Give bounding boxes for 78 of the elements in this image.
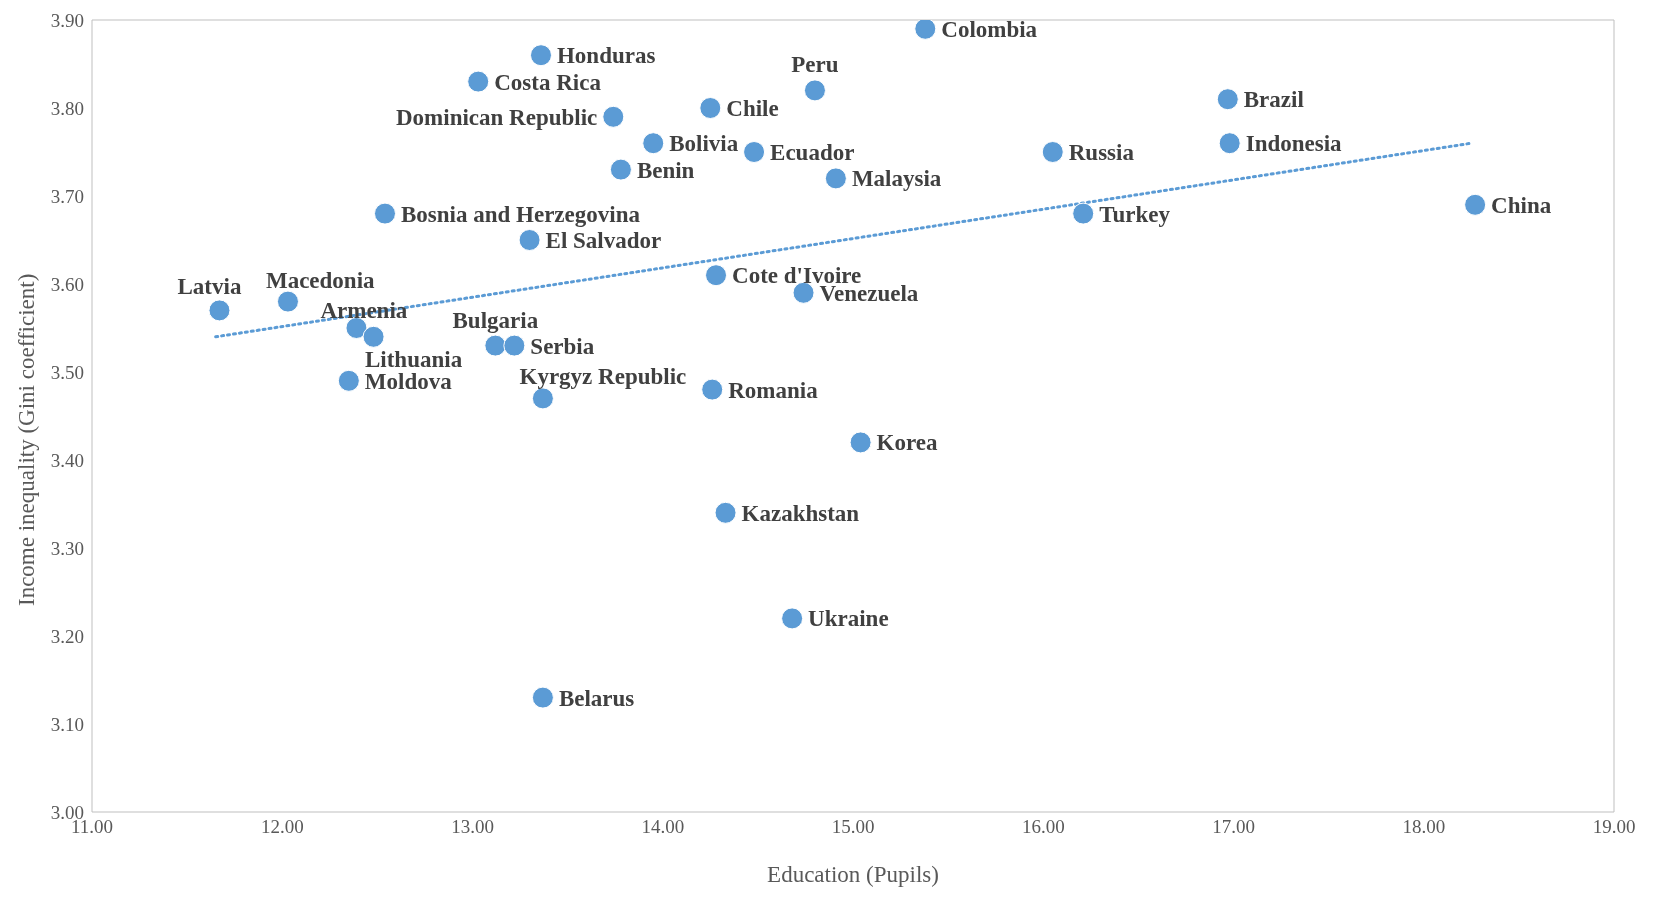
point xyxy=(531,686,554,709)
annotation: Serbia xyxy=(530,333,595,359)
x-tick-label: 13.00 xyxy=(451,816,494,838)
y-tick-label: 3.60 xyxy=(50,273,84,295)
annotation: Kyrgyz Republic xyxy=(519,364,687,390)
y-tick-label: 3.20 xyxy=(50,625,84,647)
annotation: Honduras xyxy=(556,43,656,69)
annotation: Benin xyxy=(636,157,695,183)
point xyxy=(208,299,231,322)
annotation: Bosnia and Herzegovina xyxy=(400,201,641,227)
point xyxy=(467,70,490,93)
point xyxy=(345,317,368,339)
annotation: Korea xyxy=(876,430,938,456)
point xyxy=(337,369,360,392)
x-tick-label: 16.00 xyxy=(1021,816,1065,838)
x-tick-label: 18.00 xyxy=(1402,816,1446,838)
annotation: Macedonia xyxy=(265,267,376,293)
point xyxy=(531,387,554,410)
x-tick-label: 17.00 xyxy=(1212,816,1255,838)
y-tick-label: 3.40 xyxy=(50,449,84,471)
point xyxy=(484,334,507,357)
point xyxy=(1041,141,1064,163)
y-tick-label: 3.90 xyxy=(50,9,84,31)
annotation: Chile xyxy=(726,96,779,121)
x-axis-title: Education (Pupils) xyxy=(767,862,939,887)
point xyxy=(518,229,541,251)
annotation: Malaysia xyxy=(851,166,942,192)
annotation: El Salvador xyxy=(545,228,662,253)
point xyxy=(503,334,526,357)
point xyxy=(362,325,385,348)
annotation: Bolivia xyxy=(669,131,739,157)
y-tick-label: 3.10 xyxy=(50,713,84,735)
point xyxy=(1072,202,1095,225)
annotation: Indonesia xyxy=(1245,131,1343,157)
annotation: China xyxy=(1491,192,1552,218)
point xyxy=(373,202,396,225)
annotation: Ecuador xyxy=(770,140,855,165)
point xyxy=(849,431,872,454)
y-tick-label: 3.50 xyxy=(50,361,84,383)
y-tick-label: 3.30 xyxy=(50,537,84,559)
point xyxy=(781,607,804,630)
y-tick-label: 3.80 xyxy=(50,97,84,119)
point xyxy=(824,167,847,190)
point xyxy=(803,79,826,102)
annotation: Russia xyxy=(1068,140,1135,165)
point xyxy=(701,378,724,401)
annotation: Dominican Republic xyxy=(396,104,598,130)
point xyxy=(602,105,625,128)
x-tick-label: 12.00 xyxy=(260,816,304,838)
x-tick-label: 14.00 xyxy=(641,816,685,838)
point xyxy=(743,141,766,163)
point xyxy=(699,97,722,119)
annotation: Costa Rica xyxy=(494,69,602,95)
y-axis-title: Income inequality (Gini coefficient) xyxy=(14,273,40,606)
annotation: Bulgaria xyxy=(452,307,539,333)
point xyxy=(1218,132,1241,155)
annotation: Brazil xyxy=(1243,87,1304,113)
x-tick-label: 19.00 xyxy=(1592,816,1636,838)
point xyxy=(609,158,632,181)
annotation: Ukraine xyxy=(808,606,889,632)
point xyxy=(276,290,299,313)
annotation: Turkey xyxy=(1099,201,1171,227)
annotation: Romania xyxy=(728,377,819,403)
annotation: Latvia xyxy=(177,274,242,300)
point xyxy=(714,501,737,524)
annotation: Kazakhstan xyxy=(741,500,860,526)
point xyxy=(792,281,815,304)
x-tick-label: 15.00 xyxy=(831,816,875,838)
annotation: Colombia xyxy=(941,16,1038,42)
point xyxy=(705,264,728,287)
point xyxy=(914,20,937,40)
point xyxy=(642,132,665,155)
annotation: Peru xyxy=(791,52,839,78)
point xyxy=(1464,193,1487,216)
annotation: Belarus xyxy=(558,685,635,711)
point xyxy=(1216,88,1239,111)
y-tick-label: 3.70 xyxy=(50,185,84,207)
point xyxy=(529,44,552,67)
